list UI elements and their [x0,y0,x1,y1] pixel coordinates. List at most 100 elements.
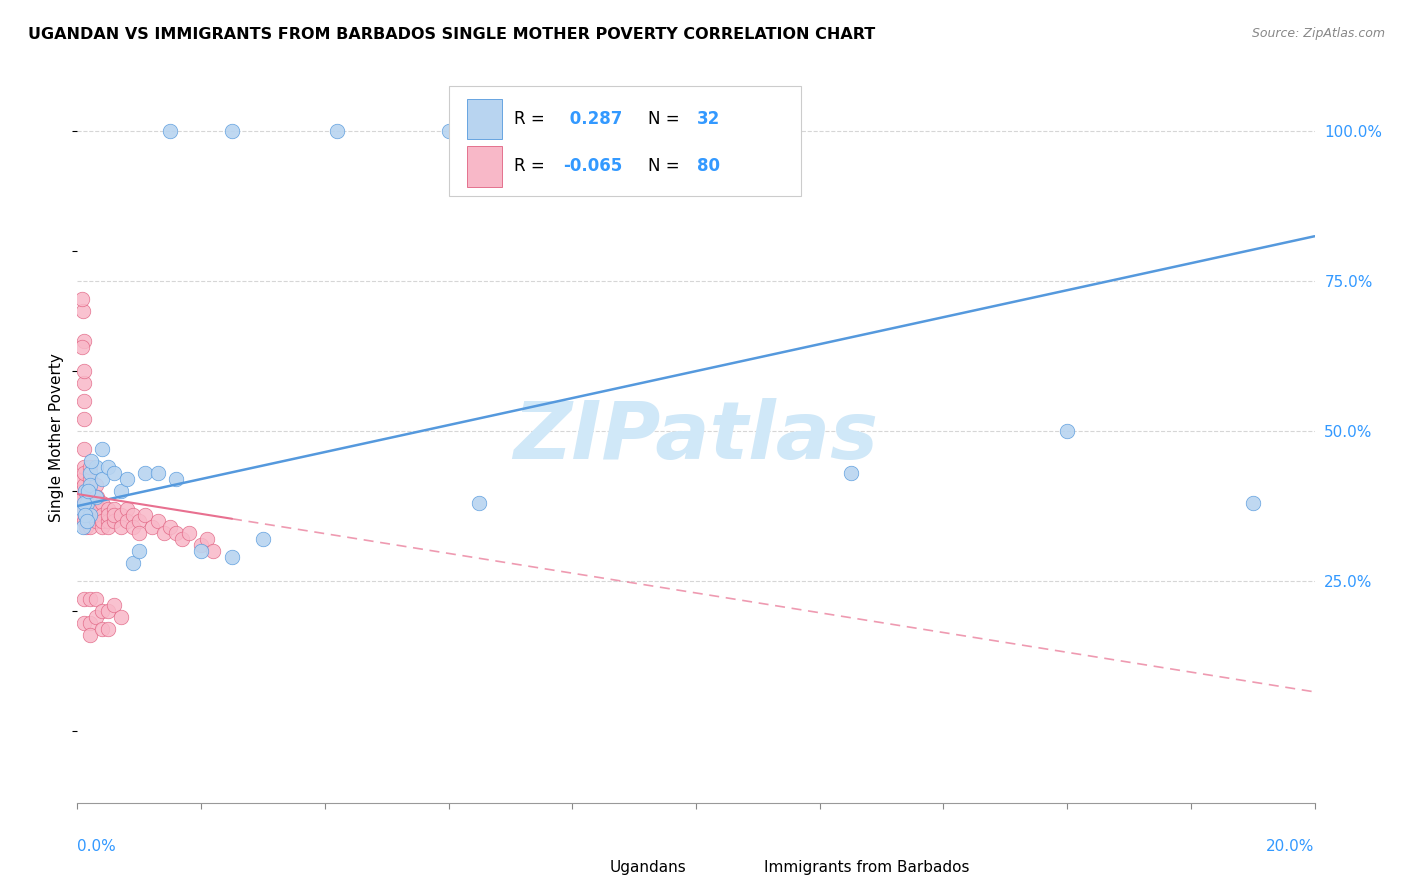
Point [73,496,96,510]
Point [128,544,150,558]
Point [1056,424,1078,438]
Point [77,490,100,504]
Point [91,622,114,636]
Point [84,460,107,475]
Point [91,472,114,486]
Point [84,496,107,510]
Point [75,508,97,522]
Point [326,124,349,138]
Point [72,591,94,606]
FancyBboxPatch shape [467,99,502,139]
Point [79,478,101,492]
Point [84,610,107,624]
Point [79,460,101,475]
Point [97,508,120,522]
Point [146,466,169,480]
Point [87,502,110,516]
Text: 0.287: 0.287 [564,110,621,128]
Point [72,292,94,306]
Point [72,520,94,534]
Point [190,544,212,558]
Text: 0.0%: 0.0% [77,838,117,854]
Point [76,514,98,528]
Point [468,496,491,510]
Point [69,496,91,510]
Point [103,598,125,612]
Point [76,483,98,498]
Point [159,124,181,138]
Point [72,334,94,348]
Y-axis label: Single Mother Poverty: Single Mother Poverty [49,352,65,522]
Point [84,508,107,522]
Point [103,502,125,516]
Point [177,526,200,541]
Point [146,514,169,528]
Point [91,496,114,510]
Point [172,532,194,546]
Point [103,514,125,528]
Point [91,520,114,534]
Point [80,502,103,516]
Point [72,478,94,492]
Point [79,472,101,486]
Text: N =: N = [648,158,685,176]
Point [84,502,107,516]
Point [72,472,94,486]
Point [122,520,145,534]
Point [97,514,120,528]
Text: ZIPatlas: ZIPatlas [513,398,879,476]
Point [128,526,150,541]
Text: 80: 80 [697,158,720,176]
Point [103,508,125,522]
Point [75,520,97,534]
Point [72,364,94,378]
Point [221,124,243,138]
Text: 20.0%: 20.0% [1267,838,1315,854]
Point [141,520,163,534]
Point [72,502,94,516]
Point [72,412,94,426]
Point [115,472,138,486]
Point [115,502,138,516]
Point [79,628,101,642]
Point [252,532,274,546]
Point [122,556,145,570]
Point [110,508,132,522]
Point [72,376,94,391]
Text: Ugandans: Ugandans [609,860,686,875]
Point [165,472,187,486]
FancyBboxPatch shape [449,86,801,195]
Point [72,304,94,318]
Point [153,526,176,541]
Point [80,454,103,468]
Point [76,514,98,528]
Point [73,496,96,510]
Point [72,340,94,354]
Point [79,615,101,630]
Point [103,466,125,480]
FancyBboxPatch shape [727,856,758,878]
Point [91,514,114,528]
Point [79,483,101,498]
Point [82,490,104,504]
Text: -0.065: -0.065 [564,158,623,176]
Point [195,532,218,546]
Point [76,502,98,516]
Point [79,466,101,480]
Point [110,483,132,498]
Point [70,508,93,522]
Point [72,460,94,475]
Point [72,514,94,528]
Text: Immigrants from Barbados: Immigrants from Barbados [763,860,970,875]
Point [79,520,101,534]
Point [91,604,114,618]
Point [91,442,114,456]
Point [84,490,107,504]
Point [115,514,138,528]
Point [97,502,120,516]
Point [91,508,114,522]
FancyBboxPatch shape [572,856,603,878]
Point [79,508,101,522]
Point [97,622,120,636]
Point [221,549,243,564]
